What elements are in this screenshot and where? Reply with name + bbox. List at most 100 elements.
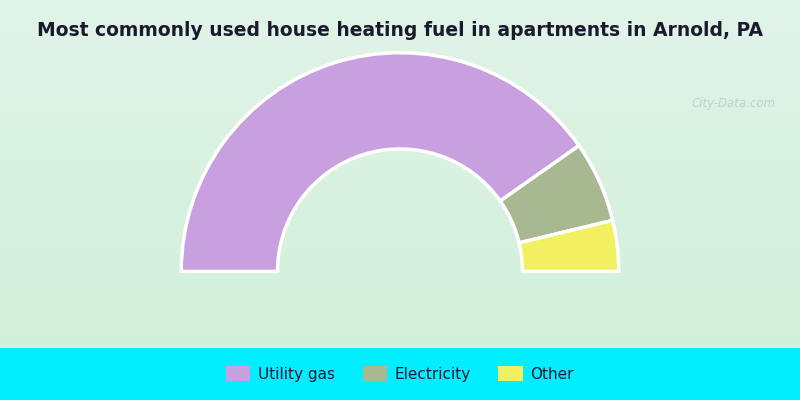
Bar: [0, 37, 800, 38]
Bar: [0, 111, 800, 112]
Bar: [0, 227, 800, 228]
Bar: [0, 340, 800, 341]
Bar: [0, 9, 800, 10]
Bar: [0, 298, 800, 299]
Bar: [0, 183, 800, 184]
Bar: [0, 223, 800, 224]
Bar: [0, 248, 800, 250]
Bar: [0, 342, 800, 343]
Bar: [0, 167, 800, 168]
Bar: [0, 45, 800, 46]
Bar: [0, 59, 800, 60]
Bar: [0, 12, 800, 13]
Bar: [0, 270, 800, 272]
Bar: [0, 10, 800, 12]
Bar: [0, 169, 800, 170]
Bar: [0, 208, 800, 209]
Bar: [0, 275, 800, 276]
Bar: [0, 327, 800, 328]
Bar: [0, 332, 800, 333]
Bar: [0, 60, 800, 62]
Bar: [0, 262, 800, 263]
Bar: [0, 285, 800, 286]
Bar: [0, 22, 800, 23]
Text: City-Data.com: City-Data.com: [692, 98, 776, 110]
Bar: [0, 190, 800, 192]
Bar: [0, 120, 800, 121]
Bar: [0, 333, 800, 334]
Bar: [0, 256, 800, 258]
Bar: [0, 316, 800, 317]
Bar: [0, 335, 800, 336]
Bar: [0, 168, 800, 169]
Bar: [0, 73, 800, 74]
Bar: [0, 297, 800, 298]
Bar: [0, 82, 800, 84]
Bar: [0, 109, 800, 110]
Bar: [0, 192, 800, 194]
Bar: [0, 31, 800, 32]
Bar: [0, 142, 800, 143]
Bar: [0, 133, 800, 134]
Bar: [0, 64, 800, 65]
Bar: [0, 106, 800, 107]
Bar: [0, 6, 800, 7]
Bar: [0, 307, 800, 308]
Bar: [0, 7, 800, 8]
Bar: [0, 84, 800, 85]
Bar: [0, 325, 800, 326]
Bar: [0, 261, 800, 262]
Bar: [0, 35, 800, 36]
Bar: [0, 291, 800, 292]
Bar: [0, 277, 800, 278]
Bar: [0, 103, 800, 104]
Bar: [0, 258, 800, 259]
Bar: [0, 8, 800, 9]
Bar: [0, 80, 800, 81]
Bar: [0, 62, 800, 63]
Bar: [0, 99, 800, 100]
Bar: [0, 273, 800, 274]
Bar: [0, 259, 800, 260]
Bar: [0, 14, 800, 15]
Bar: [0, 344, 800, 346]
Bar: [0, 57, 800, 58]
Bar: [0, 79, 800, 80]
Bar: [0, 281, 800, 282]
Bar: [0, 176, 800, 178]
Bar: [0, 226, 800, 227]
Bar: [0, 247, 800, 248]
Bar: [0, 288, 800, 289]
Bar: [0, 230, 800, 231]
Bar: [0, 26, 800, 27]
Bar: [0, 204, 800, 205]
Bar: [0, 115, 800, 116]
Bar: [0, 52, 800, 53]
Bar: [0, 102, 800, 103]
Bar: [0, 253, 800, 254]
Bar: [0, 147, 800, 148]
Bar: [0, 214, 800, 216]
Bar: [0, 85, 800, 86]
Bar: [0, 46, 800, 48]
Bar: [0, 346, 800, 347]
Bar: [0, 182, 800, 183]
Bar: [0, 38, 800, 40]
Bar: [0, 305, 800, 306]
Bar: [0, 310, 800, 311]
Bar: [0, 95, 800, 96]
Bar: [0, 67, 800, 68]
Bar: [0, 233, 800, 234]
Bar: [0, 269, 800, 270]
Bar: [0, 197, 800, 198]
Bar: [0, 44, 800, 45]
Wedge shape: [500, 146, 613, 243]
Bar: [0, 70, 800, 71]
Bar: [0, 280, 800, 281]
Bar: [0, 237, 800, 238]
Bar: [0, 198, 800, 200]
Bar: [0, 148, 800, 150]
Bar: [0, 240, 800, 241]
Bar: [0, 173, 800, 174]
Bar: [0, 203, 800, 204]
